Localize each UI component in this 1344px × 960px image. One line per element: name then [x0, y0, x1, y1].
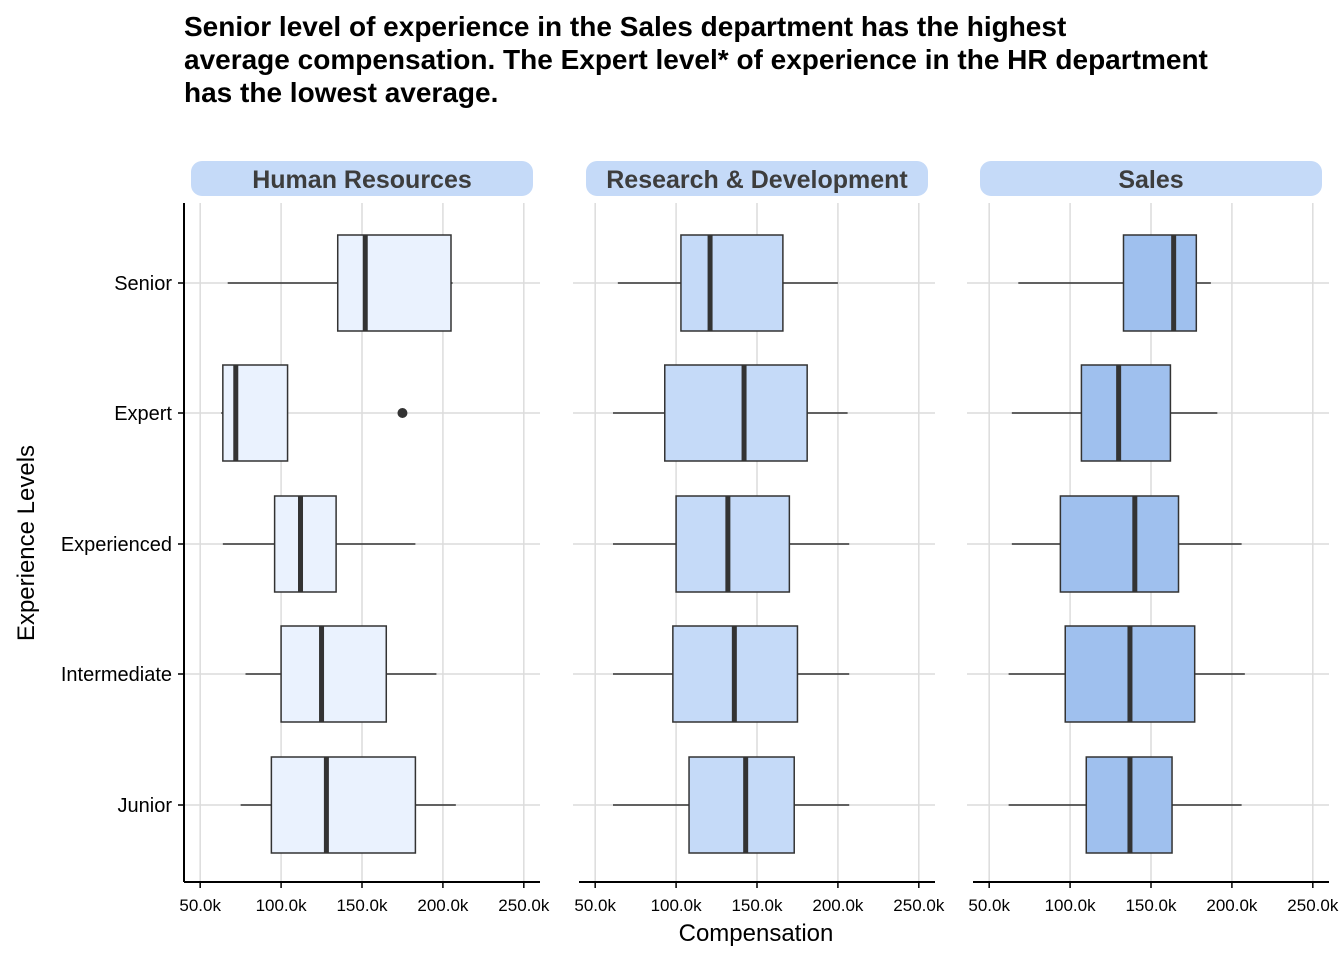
iqr-box: [664, 364, 808, 462]
iqr-box: [336, 234, 452, 332]
box-research-and-development-senior: [617, 234, 838, 332]
iqr-box: [675, 495, 791, 593]
iqr-box: [1080, 364, 1172, 462]
x-tick-label-research-and-development-2: 150.0k: [731, 896, 783, 915]
x-tick-label-human-resources-3: 200.0k: [417, 896, 469, 915]
x-tick-label-sales-1: 100.0k: [1045, 896, 1097, 915]
outlier-point-0: [397, 408, 408, 418]
x-tick-label-sales-3: 200.0k: [1206, 896, 1258, 915]
x-tick-label-human-resources-2: 150.0k: [336, 896, 388, 915]
x-tick-label-human-resources-0: 50.0k: [179, 896, 221, 915]
x-tick-label-research-and-development-4: 250.0k: [893, 896, 945, 915]
box-human-resources-intermediate: [245, 625, 437, 723]
box-research-and-development-experienced: [612, 495, 850, 593]
strip-label-human-resources: Human Resources: [252, 166, 472, 194]
chart-title-line-1: Senior level of experience in the Sales …: [184, 11, 1066, 42]
x-tick-label-sales-4: 250.0k: [1287, 896, 1339, 915]
x-tick-label-sales-2: 150.0k: [1125, 896, 1177, 915]
y-axis-title: Experience Levels: [13, 445, 40, 641]
y-tick-label-senior: Senior: [114, 273, 172, 295]
iqr-box: [1122, 234, 1198, 332]
box-human-resources-expert: [221, 364, 408, 462]
box-research-and-development-expert: [612, 364, 848, 462]
box-sales-expert: [1011, 364, 1218, 462]
strip-research-and-development: [586, 161, 928, 196]
panel-sales: Sales 50.0k 100.0k 150.0k 200.0k 250.0k: [967, 161, 1339, 915]
y-tick-label-experienced: Experienced: [61, 534, 172, 556]
panels: Human Resources 50.0k 100.0k 150.0k 200.0k 25…: [178, 161, 1339, 915]
box-sales-intermediate: [1008, 625, 1245, 723]
iqr-box: [222, 364, 289, 462]
strip-label-sales: Sales: [1118, 166, 1183, 194]
y-tick-label-intermediate: Intermediate: [61, 664, 172, 686]
iqr-box: [1059, 495, 1180, 593]
x-axis-title: Compensation: [679, 920, 834, 947]
x-tick-label-sales-0: 50.0k: [968, 896, 1010, 915]
iqr-box: [280, 625, 388, 723]
box-sales-senior: [1018, 234, 1211, 332]
strip-sales: [980, 161, 1322, 196]
iqr-box: [270, 756, 417, 854]
box-human-resources-senior: [227, 234, 453, 332]
box-sales-junior: [1008, 756, 1242, 854]
iqr-box: [680, 234, 784, 332]
panel-human-resources: Human Resources 50.0k 100.0k 150.0k 200.0k 25…: [178, 161, 550, 915]
iqr-box: [273, 495, 337, 593]
y-tick-label-expert: Expert: [114, 403, 172, 425]
box-research-and-development-intermediate: [612, 625, 850, 723]
x-tick-label-human-resources-1: 100.0k: [256, 896, 308, 915]
box-research-and-development-junior: [612, 756, 850, 854]
y-tick-label-junior: Junior: [118, 795, 173, 817]
box-human-resources-junior: [240, 756, 456, 854]
strip-human-resources: [191, 161, 533, 196]
iqr-box: [688, 756, 795, 854]
x-tick-label-human-resources-4: 250.0k: [498, 896, 550, 915]
chart-title-line-3: has the lowest average.: [184, 77, 498, 108]
chart-title-line-2: average compensation. The Expert level* …: [184, 44, 1208, 75]
box-sales-experienced: [1011, 495, 1242, 593]
chart-title: Senior level of experience in the Sales …: [184, 11, 1208, 108]
x-tick-label-research-and-development-0: 50.0k: [574, 896, 616, 915]
x-tick-label-research-and-development-1: 100.0k: [651, 896, 703, 915]
panel-research-and-development: Research & Development 50.0k 100.0k 150.0k 2…: [573, 161, 945, 915]
box-human-resources-experienced: [222, 495, 416, 593]
strip-label-research-and-development: Research & Development: [606, 166, 908, 194]
x-tick-label-research-and-development-3: 200.0k: [812, 896, 864, 915]
y-axis: Senior Expert Experienced Intermediate Junio…: [61, 203, 185, 882]
